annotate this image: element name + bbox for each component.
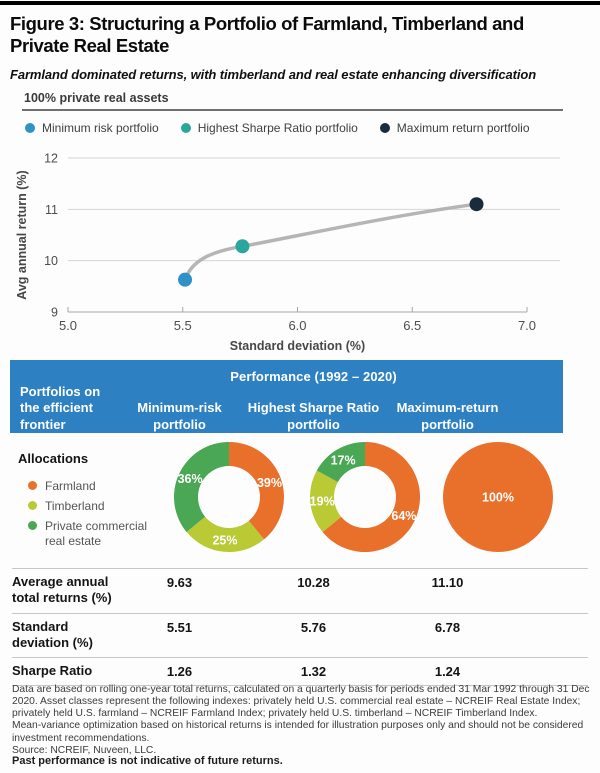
maximum-return-dot-icon	[379, 123, 390, 133]
column-header-label: Highest Sharpe Ratio portfolio	[247, 400, 380, 432]
table-row-standard-deviation: Standard deviation (%) 5.51 5.76 6.78	[12, 612, 588, 658]
svg-text:5.5: 5.5	[174, 318, 192, 333]
footnote-methodology: Mean-variance optimization based on hist…	[12, 720, 584, 744]
column-header-minimum-risk: Minimum-risk portfolio	[112, 400, 247, 433]
svg-text:12: 12	[44, 152, 58, 166]
cell-value: 5.76	[300, 619, 327, 635]
footnote-source: Source: NCREIF, Nuveen, LLC.	[12, 744, 157, 756]
asset-legend: Farmland Timberland Private commercial r…	[28, 479, 157, 549]
asset-legend-item-real-estate: Private commercial real estate	[28, 519, 157, 549]
legend-item-highest-sharpe: Highest Sharpe Ratio portfolio	[180, 121, 358, 135]
chart-legend: Minimum risk portfolio Highest Sharpe Ra…	[25, 121, 530, 135]
efficient-frontier-chart: 9 10 11 12 5.0 5.5 6.0 6.5 7.0 Standard deviation…	[15, 152, 560, 353]
past-performance-disclaimer: Past performance is not indicative of fu…	[12, 755, 283, 767]
table-header: Performance (1992 – 2020) Portfolios on …	[10, 360, 563, 433]
series-underline	[22, 109, 563, 111]
svg-text:Avg annual return (%): Avg annual return (%)	[15, 170, 29, 299]
svg-text:6.0: 6.0	[288, 318, 306, 333]
svg-text:5.0: 5.0	[59, 318, 77, 333]
svg-text:Standard deviation (%): Standard deviation (%)	[230, 339, 365, 353]
svg-text:17%: 17%	[331, 453, 356, 467]
cell-value: 1.26	[166, 664, 193, 679]
svg-text:39%: 39%	[257, 476, 282, 490]
donut-minimum-risk: 39% 25% 36%	[174, 442, 284, 552]
chart-series-label: 100% private real assets	[24, 91, 169, 105]
highest-sharpe-dot-icon	[180, 123, 191, 133]
figure-title: Figure 3: Structuring a Portfolio of Far…	[10, 13, 524, 57]
legend-label: Maximum return portfolio	[396, 121, 530, 135]
column-header-label: Minimum-risk portfolio	[137, 400, 222, 432]
table-row-average-returns: Average annual total returns (%) 9.63 10…	[12, 568, 588, 613]
allocations-label: Allocations	[18, 451, 89, 466]
column-header-label: Maximum-return portfolio	[396, 400, 499, 432]
svg-text:6.5: 6.5	[403, 318, 421, 333]
pie-maximum-return: 100%	[443, 442, 553, 552]
asset-legend-label: Farmland	[45, 479, 96, 493]
cell-value: 10.28	[297, 575, 330, 590]
farmland-dot-icon	[28, 481, 37, 490]
svg-text:19%: 19%	[310, 495, 335, 509]
donut-highest-sharpe: 64% 19% 17%	[310, 442, 420, 552]
cell-value: 1.24	[434, 664, 461, 679]
svg-text:36%: 36%	[178, 472, 203, 486]
column-header-maximum-return: Maximum-return portfolio	[380, 400, 515, 433]
svg-text:11: 11	[45, 203, 58, 217]
real-estate-dot-icon	[28, 521, 37, 530]
svg-text:25%: 25%	[212, 533, 237, 547]
cell-value: 5.51	[166, 619, 193, 635]
timberland-dot-icon	[28, 501, 37, 510]
svg-text:7.0: 7.0	[518, 318, 536, 333]
svg-text:10: 10	[44, 254, 58, 268]
column-header-highest-sharpe: Highest Sharpe Ratio portfolio	[247, 400, 380, 433]
svg-text:9: 9	[51, 306, 58, 320]
cell-value: 9.63	[166, 575, 193, 590]
minimum-risk-dot-icon	[25, 123, 35, 133]
performance-table: Performance (1992 – 2020) Portfolios on …	[0, 360, 600, 687]
svg-text:64%: 64%	[391, 509, 416, 523]
top-rule	[0, 1, 600, 5]
table-header-title: Performance (1992 – 2020)	[230, 369, 397, 384]
svg-text:100%: 100%	[482, 491, 514, 505]
figure-subtitle: Farmland dominated returns, with timberl…	[10, 67, 537, 82]
asset-legend-item-timberland: Timberland	[28, 499, 157, 514]
cell-value: 1.32	[300, 664, 327, 679]
column-header-frontier: Portfolios on the efficient frontier	[20, 384, 101, 432]
table-row-sharpe-ratio: Sharpe Ratio 1.26 1.32 1.24	[12, 657, 588, 687]
allocations-row: Allocations Farmland Timberland Private …	[0, 433, 600, 568]
asset-legend-item-farmland: Farmland	[28, 479, 157, 494]
legend-item-maximum-return: Maximum return portfolio	[379, 121, 530, 135]
row-label: Standard deviation (%)	[12, 618, 93, 650]
asset-legend-label: Timberland	[45, 499, 105, 513]
legend-label: Minimum risk portfolio	[42, 121, 159, 135]
footnotes: Data are based on rolling one-year total…	[12, 684, 590, 757]
row-label: Sharpe Ratio	[12, 663, 93, 678]
row-label: Average annual total returns (%)	[12, 574, 112, 606]
footnote-data: Data are based on rolling one-year total…	[12, 684, 590, 720]
cell-value: 11.10	[431, 575, 464, 590]
legend-label: Highest Sharpe Ratio portfolio	[197, 121, 358, 135]
legend-item-minimum-risk: Minimum risk portfolio	[25, 121, 159, 135]
asset-legend-label: Private commercial real estate	[45, 519, 148, 548]
cell-value: 6.78	[434, 619, 461, 635]
